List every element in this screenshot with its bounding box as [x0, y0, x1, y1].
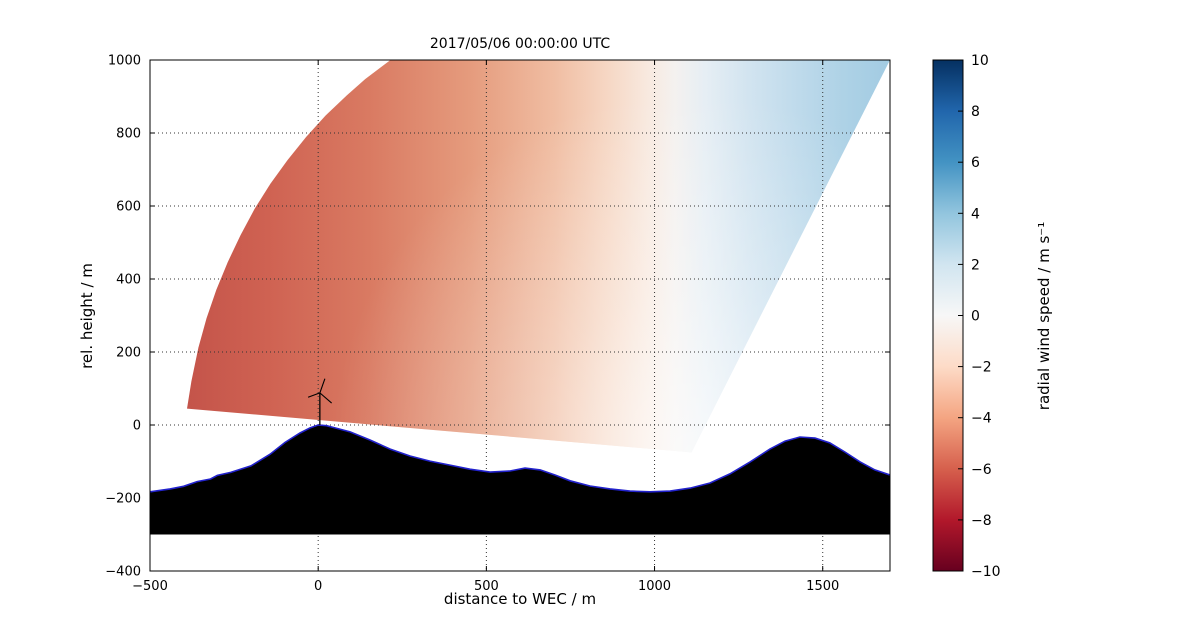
colorbar-tick-label: −10 — [971, 564, 1001, 580]
y-tick-label: 600 — [116, 200, 141, 215]
x-tick-label: 1500 — [806, 579, 839, 594]
y-tick-label: 1000 — [108, 54, 141, 69]
colorbar-tick-label: −2 — [971, 360, 992, 376]
colorbar-tick-label: 8 — [971, 104, 980, 120]
y-tick-label: 800 — [116, 127, 141, 142]
y-tick-label: 400 — [116, 273, 141, 288]
colorbar-tick-label: 2 — [971, 257, 980, 273]
y-tick-label: −400 — [105, 565, 141, 580]
plot-border — [149, 59, 891, 572]
x-tick-label: 500 — [474, 579, 499, 594]
y-axis-label: rel. height / m — [78, 263, 96, 369]
terrain-outline — [150, 424, 890, 493]
turbine-blade — [307, 392, 321, 398]
colorbar-label: radial wind speed / m s⁻¹ — [1035, 221, 1053, 411]
x-tick-label: 0 — [314, 579, 322, 594]
y-tick-label: −200 — [105, 492, 141, 507]
turbine-blade — [319, 378, 326, 394]
colorbar-tick-label: −6 — [971, 462, 992, 478]
y-tick-label: 0 — [133, 419, 141, 434]
colorbar-tick-label: 4 — [971, 206, 980, 222]
terrain-silhouette — [150, 425, 890, 535]
colorbar-tick-label: −8 — [971, 513, 992, 529]
x-tick-label: −500 — [132, 579, 168, 594]
chart-title: 2017/05/06 00:00:00 UTC — [429, 36, 611, 52]
colorbar-tick-label: 10 — [971, 53, 989, 69]
scan-fade-overlay — [187, 60, 890, 453]
colorbar-tick-label: −4 — [971, 411, 992, 427]
colorbar-tick-label: 6 — [971, 155, 980, 171]
colorbar-tick-label: 0 — [971, 309, 980, 325]
turbine-blade — [319, 392, 332, 404]
y-tick-label: 200 — [116, 346, 141, 361]
x-tick-label: 1000 — [638, 579, 671, 594]
x-axis-label: distance to WEC / m — [443, 590, 597, 608]
